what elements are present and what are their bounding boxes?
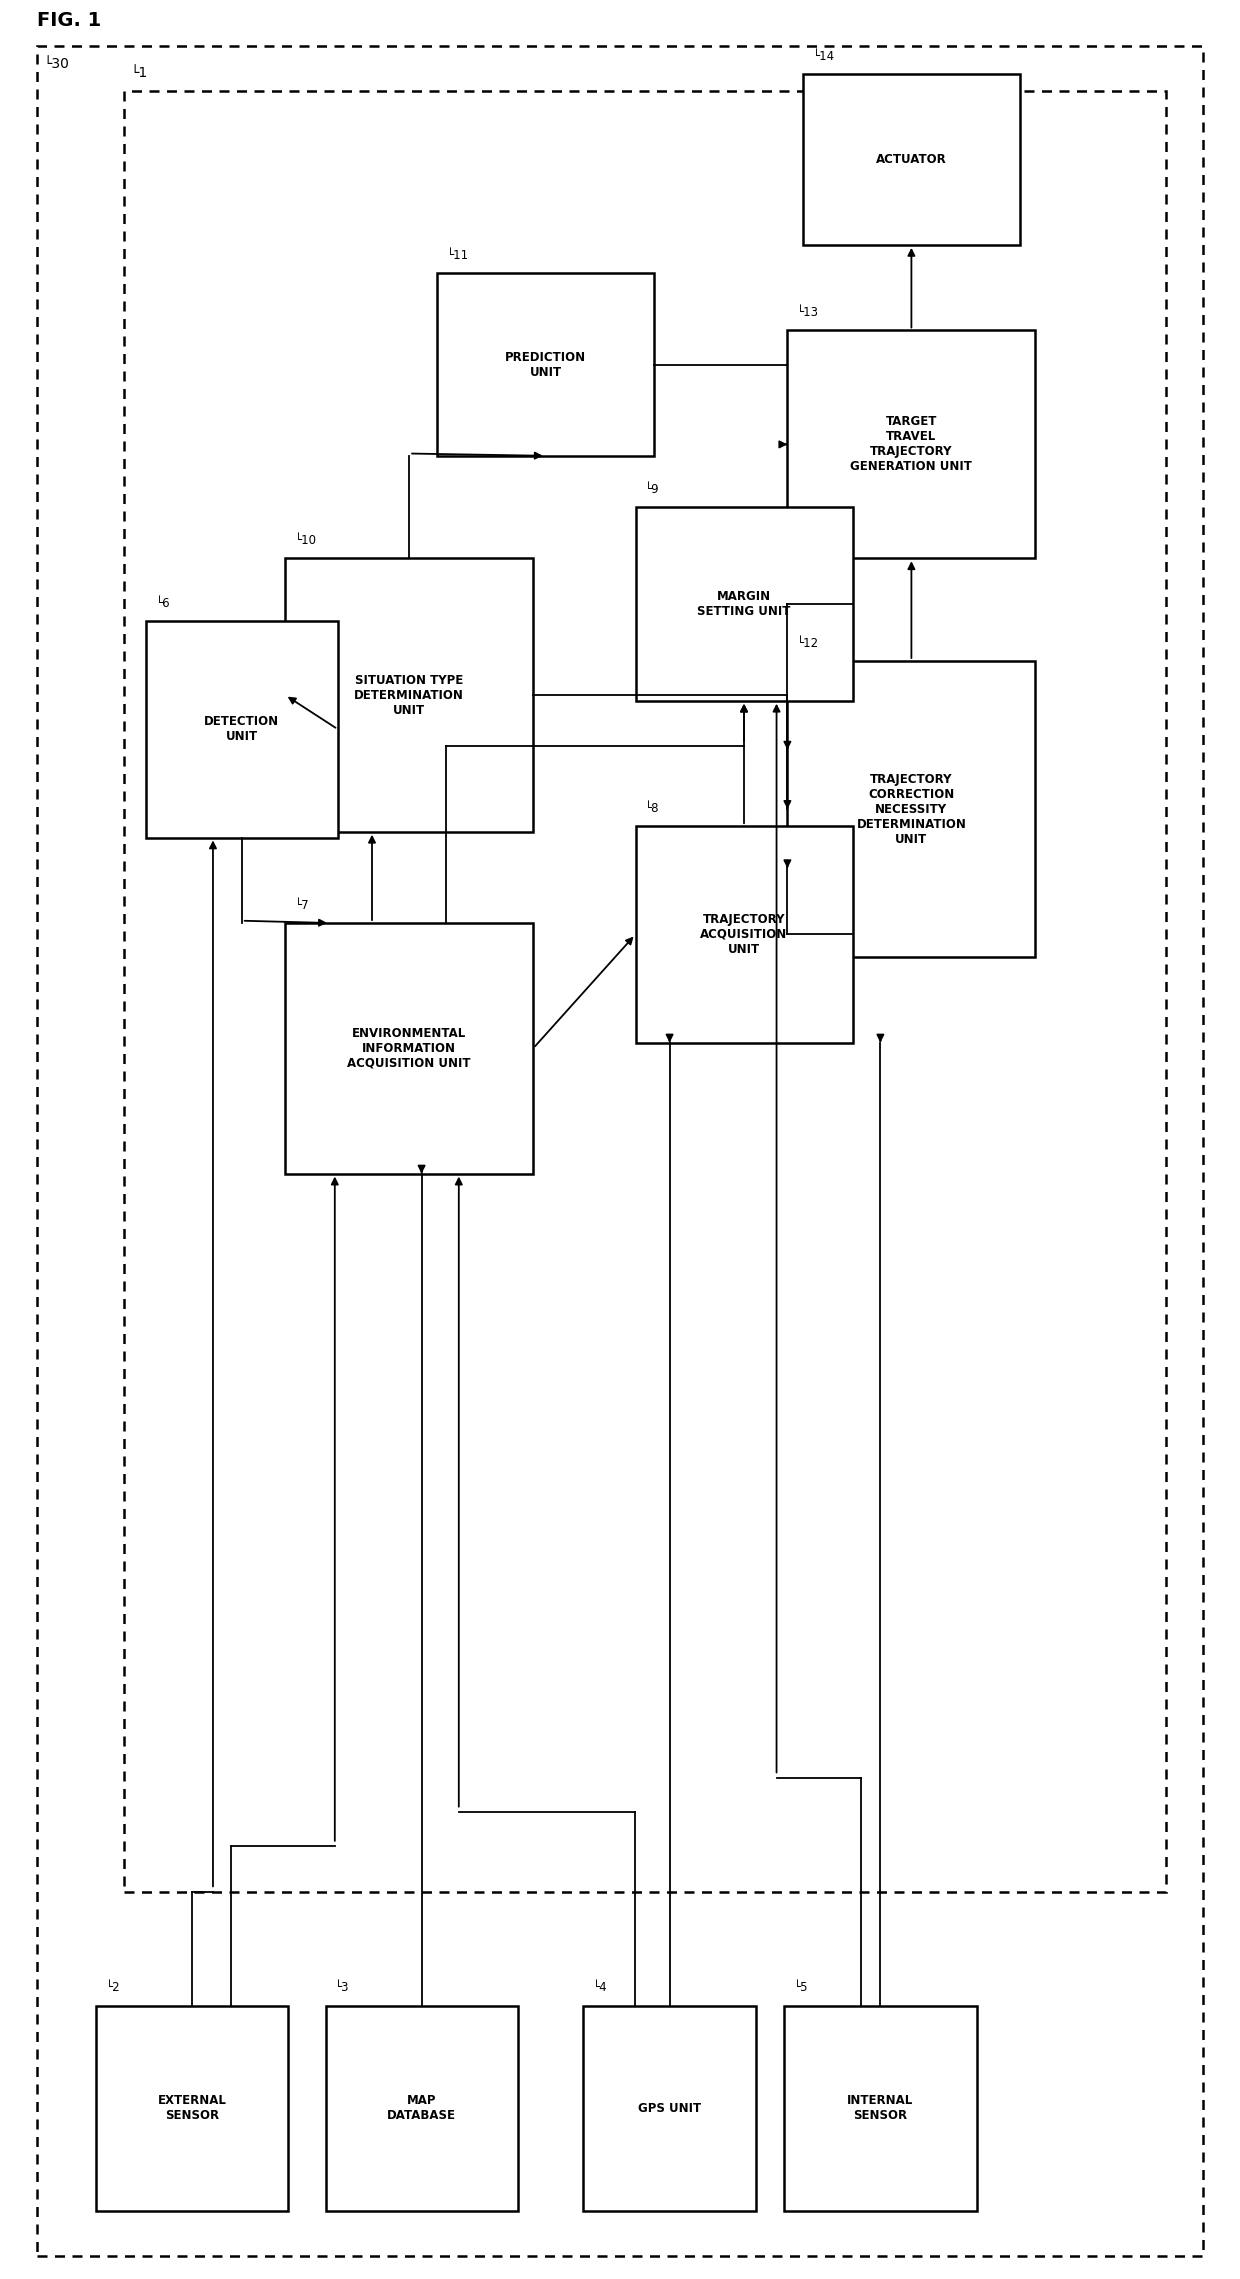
Text: TARGET
TRAVEL
TRAJECTORY
GENERATION UNIT: TARGET TRAVEL TRAJECTORY GENERATION UNIT [851, 415, 972, 474]
Bar [784, 2006, 977, 2211]
Text: SITUATION TYPE
DETERMINATION
UNIT: SITUATION TYPE DETERMINATION UNIT [355, 675, 464, 716]
Text: MAP
DATABASE: MAP DATABASE [387, 2094, 456, 2122]
Bar [285, 923, 533, 1174]
Bar [787, 661, 1035, 957]
Text: └9: └9 [645, 483, 660, 497]
Text: └14: └14 [813, 50, 835, 64]
Text: └8: └8 [645, 802, 660, 816]
Text: └13: └13 [797, 305, 820, 319]
Text: TRAJECTORY
CORRECTION
NECESSITY
DETERMINATION
UNIT: TRAJECTORY CORRECTION NECESSITY DETERMIN… [857, 773, 966, 846]
Bar [804, 75, 1021, 244]
Text: ENVIRONMENTAL
INFORMATION
ACQUISITION UNIT: ENVIRONMENTAL INFORMATION ACQUISITION UN… [347, 1028, 471, 1069]
Text: └12: └12 [797, 636, 820, 650]
Text: PREDICTION
UNIT: PREDICTION UNIT [505, 351, 587, 378]
Text: └1: └1 [130, 66, 148, 80]
Bar [97, 2006, 288, 2211]
Bar [285, 558, 533, 832]
Text: └4: └4 [593, 1980, 608, 1994]
Text: INTERNAL
SENSOR: INTERNAL SENSOR [847, 2094, 914, 2122]
Bar [146, 620, 339, 836]
Text: └7: └7 [295, 898, 310, 912]
Bar [438, 273, 655, 456]
Bar [635, 508, 853, 702]
Text: DETECTION
UNIT: DETECTION UNIT [205, 716, 279, 743]
Bar [787, 330, 1035, 558]
Text: GPS UNIT: GPS UNIT [639, 2101, 701, 2115]
Text: └5: └5 [794, 1980, 808, 1994]
Bar [124, 91, 1166, 1892]
Text: └3: └3 [335, 1980, 350, 1994]
Text: └30: └30 [43, 57, 69, 71]
Text: └2: └2 [105, 1980, 120, 1994]
Text: TRAJECTORY
ACQUISITION
UNIT: TRAJECTORY ACQUISITION UNIT [701, 914, 787, 955]
Text: └10: └10 [295, 533, 317, 547]
Text: └11: └11 [448, 248, 469, 262]
Text: ACTUATOR: ACTUATOR [875, 153, 947, 166]
Text: └6: └6 [156, 597, 170, 608]
Bar [635, 827, 853, 1042]
Bar [325, 2006, 517, 2211]
Bar [583, 2006, 756, 2211]
Text: MARGIN
SETTING UNIT: MARGIN SETTING UNIT [697, 590, 791, 618]
Text: EXTERNAL
SENSOR: EXTERNAL SENSOR [157, 2094, 227, 2122]
Text: FIG. 1: FIG. 1 [37, 11, 102, 30]
